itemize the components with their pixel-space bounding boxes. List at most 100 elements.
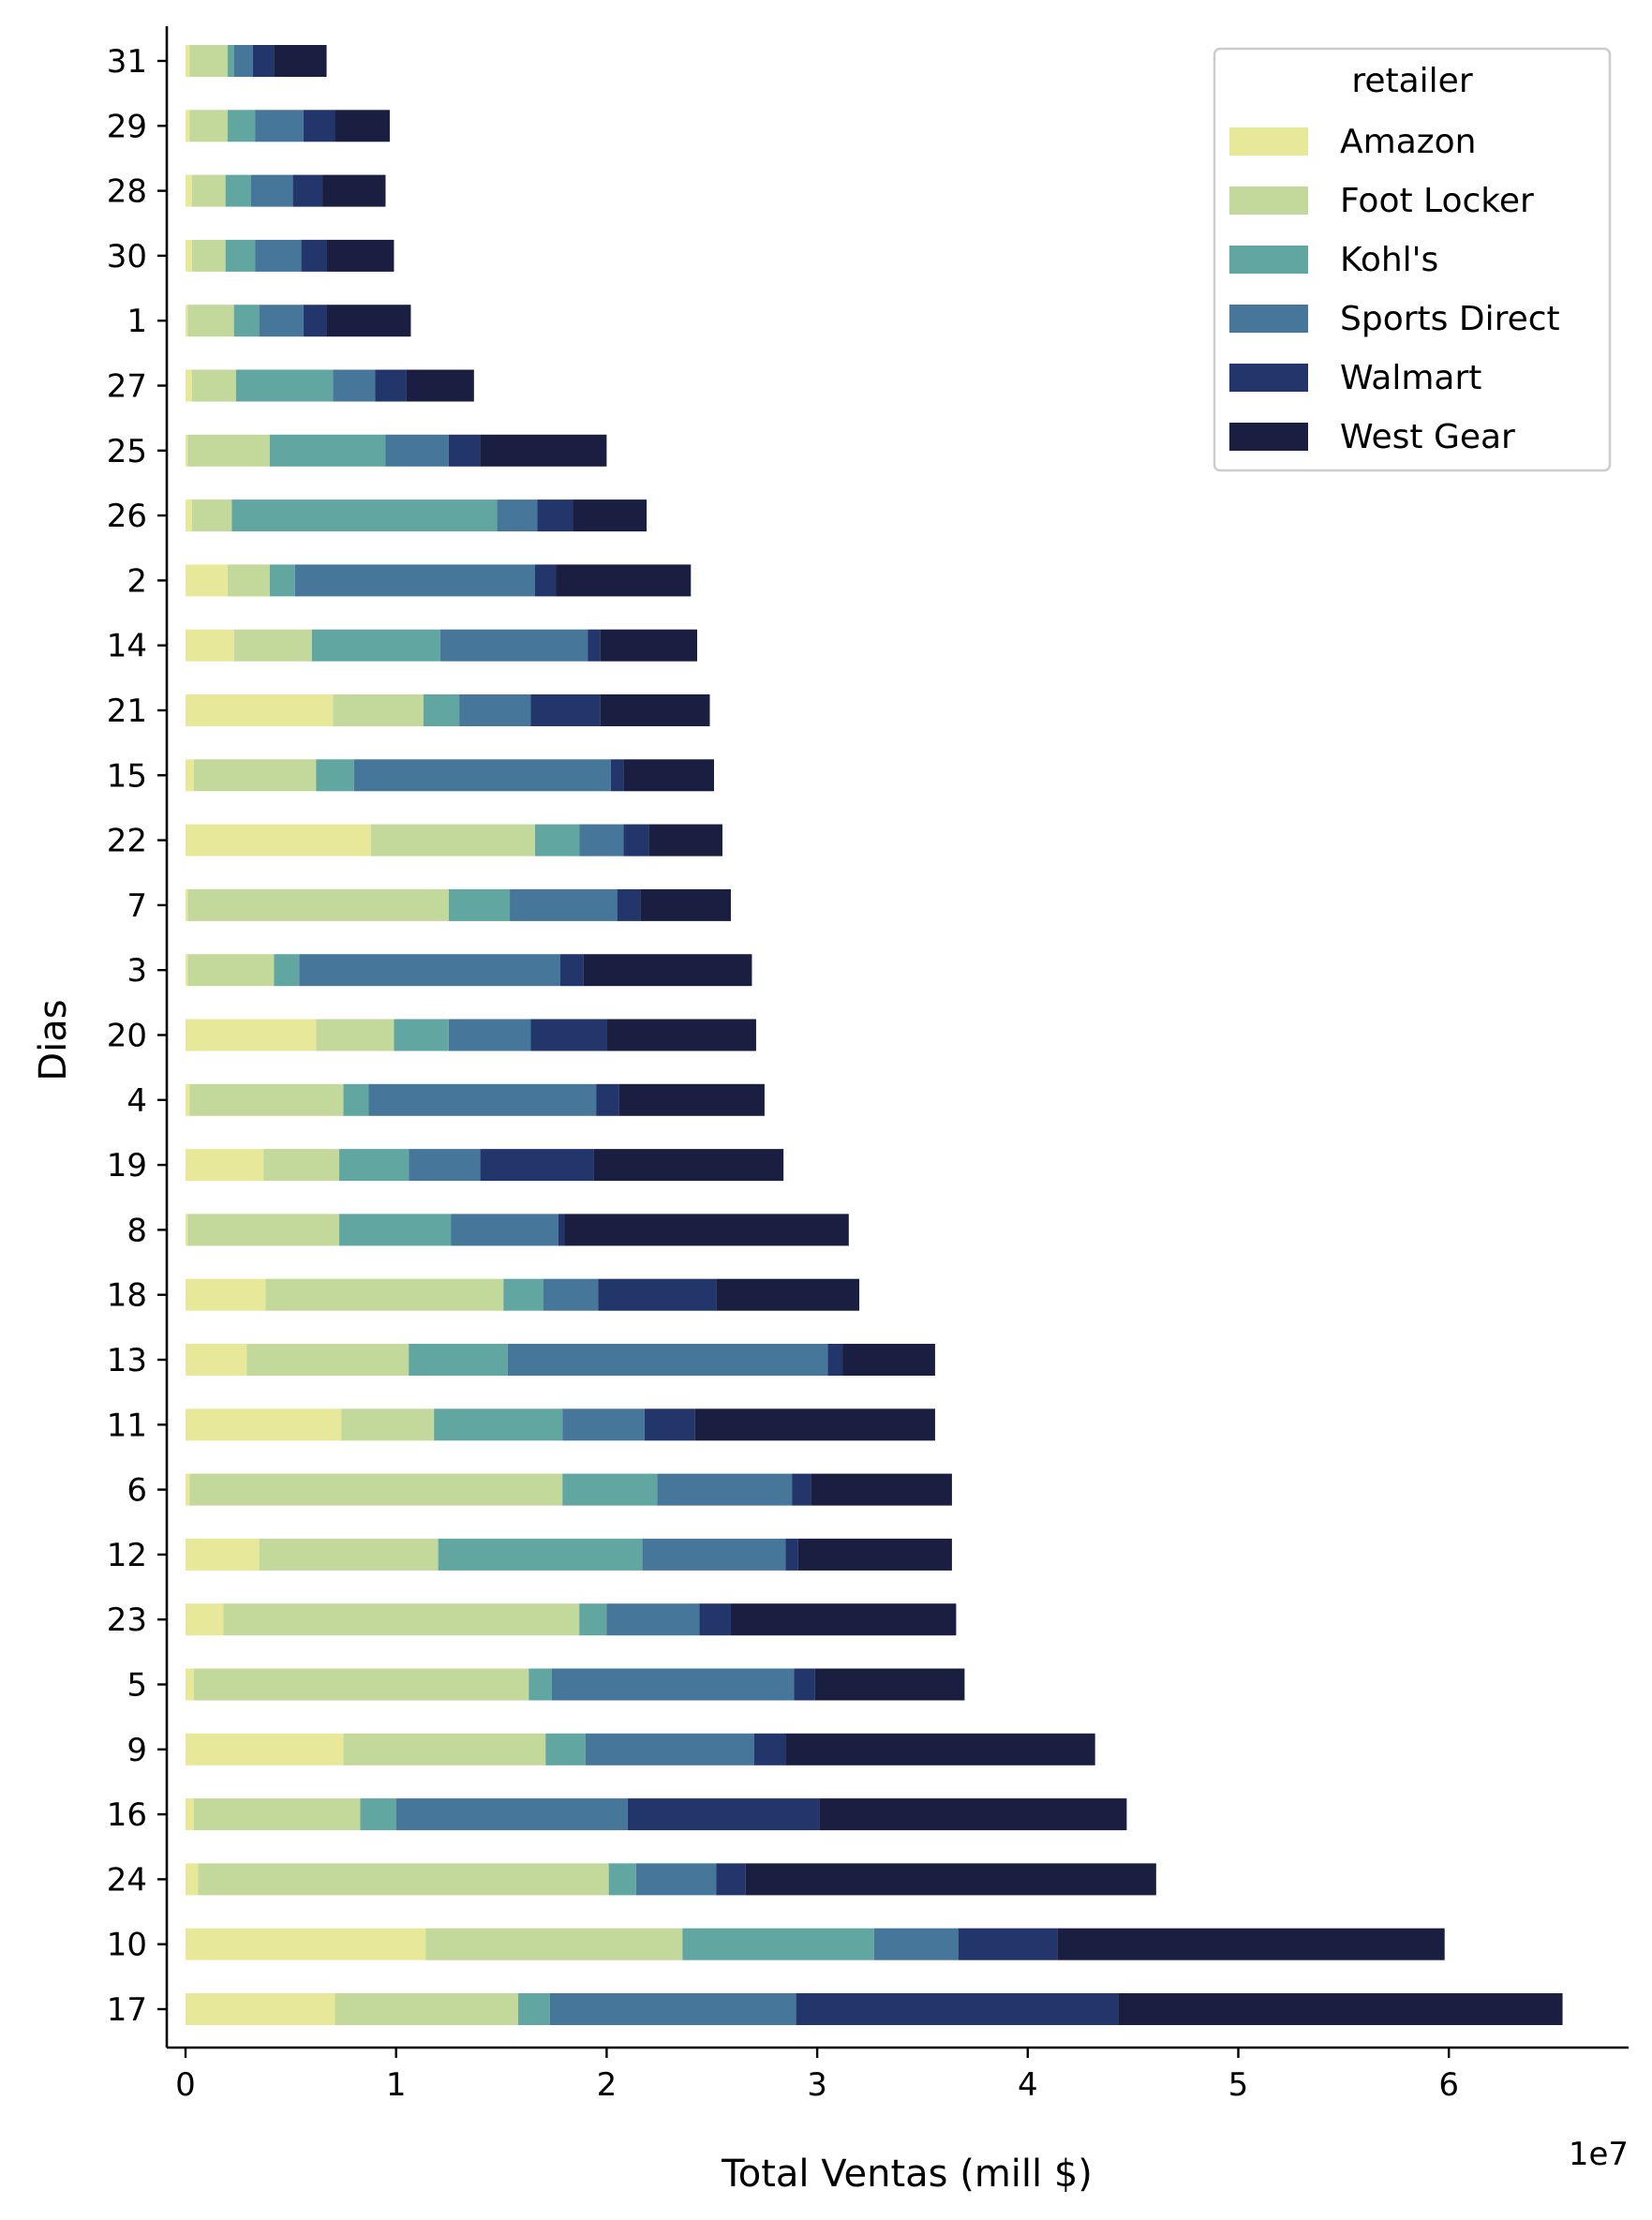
bar-day-17-west-gear <box>1118 1993 1563 2025</box>
bar-day-11-west-gear <box>694 1408 935 1441</box>
bar-day-22-amazon <box>186 824 371 857</box>
y-tick-label: 31 <box>107 43 147 81</box>
bar-day-20-west-gear <box>606 1019 756 1051</box>
bar-day-23-kohl-s <box>579 1603 607 1636</box>
bar-day-1-walmart <box>303 305 327 337</box>
bar-day-10-amazon <box>186 1928 426 1960</box>
bar-day-11-amazon <box>186 1408 342 1441</box>
bar-day-5-west-gear <box>814 1668 965 1701</box>
bar-day-9-sports-direct <box>585 1733 754 1766</box>
y-tick-label: 12 <box>107 1537 147 1574</box>
y-tick-label: 21 <box>107 693 147 730</box>
bar-day-13-amazon <box>186 1344 247 1376</box>
y-tick-label: 11 <box>107 1407 147 1444</box>
bar-day-4-foot-locker <box>189 1083 344 1116</box>
bar-day-3-walmart <box>559 954 584 987</box>
bar-day-18-kohl-s <box>503 1278 543 1311</box>
x-tick-label: 0 <box>175 2066 196 2104</box>
bar-day-14-kohl-s <box>311 629 440 662</box>
bar-day-17-sports-direct <box>549 1993 796 2025</box>
bar-day-25-west-gear <box>480 434 607 467</box>
y-tick-label: 1 <box>127 303 147 340</box>
y-tick-label: 22 <box>107 823 147 860</box>
x-ticks: 0 1 2 3 4 5 6 <box>175 2048 1459 2104</box>
bar-day-5-kohl-s <box>528 1668 552 1701</box>
y-tick-label: 19 <box>107 1147 147 1184</box>
bar-day-3-kohl-s <box>274 954 300 987</box>
bar-day-16-kohl-s <box>360 1798 396 1831</box>
x-axis-title: Total Ventas (mill $) <box>721 2153 1093 2196</box>
bar-day-15-walmart <box>610 759 624 792</box>
bar-day-21-walmart <box>530 694 601 726</box>
y-tick-label: 28 <box>107 173 147 211</box>
legend: retailer Amazon Foot Locker Kohl's Sports D… <box>1213 47 1612 472</box>
bar-day-8-west-gear <box>564 1214 849 1246</box>
bar-day-8-walmart <box>558 1214 565 1246</box>
bar-day-10-kohl-s <box>682 1928 874 1960</box>
bar-day-16-sports-direct <box>395 1798 628 1831</box>
bar-day-1-foot-locker <box>187 305 234 337</box>
bar-day-18-walmart <box>598 1278 717 1311</box>
bar-day-14-walmart <box>588 629 601 662</box>
bar-day-29-walmart <box>303 110 335 142</box>
bar-day-15-kohl-s <box>316 759 354 792</box>
bar-day-2-amazon <box>186 564 228 597</box>
bar-day-1-kohl-s <box>233 305 260 337</box>
bar-day-19-foot-locker <box>263 1149 340 1182</box>
bar-day-1-west-gear <box>326 305 411 337</box>
bar-day-25-kohl-s <box>269 434 386 467</box>
bar-day-23-west-gear <box>730 1603 957 1636</box>
y-tick-label: 16 <box>107 1796 147 1834</box>
bar-day-21-kohl-s <box>423 694 460 726</box>
bar-day-6-amazon <box>186 1473 190 1506</box>
bar-day-23-amazon <box>186 1603 224 1636</box>
bar-day-3-sports-direct <box>299 954 560 987</box>
bar-day-6-foot-locker <box>189 1473 563 1506</box>
bar-day-5-foot-locker <box>193 1668 529 1701</box>
bar-day-7-sports-direct <box>510 888 618 921</box>
bar-day-19-walmart <box>480 1149 594 1182</box>
bar-day-26-amazon <box>186 499 192 532</box>
bar-day-22-walmart <box>623 824 649 857</box>
bar-day-12-west-gear <box>797 1538 952 1571</box>
bar-day-21-foot-locker <box>333 694 424 726</box>
bar-day-14-amazon <box>186 629 234 662</box>
bar-day-12-sports-direct <box>642 1538 786 1571</box>
bar-day-19-amazon <box>186 1149 264 1182</box>
bar-day-27-west-gear <box>406 369 474 402</box>
bar-day-18-foot-locker <box>265 1278 504 1311</box>
bar-day-17-foot-locker <box>335 1993 519 2025</box>
bar-day-25-amazon <box>186 434 188 467</box>
bar-day-2-kohl-s <box>269 564 295 597</box>
bar-day-24-west-gear <box>745 1863 1156 1896</box>
bar-day-24-foot-locker <box>198 1863 609 1896</box>
bar-day-12-walmart <box>785 1538 798 1571</box>
bar-day-24-amazon <box>186 1863 199 1896</box>
bar-day-16-foot-locker <box>193 1798 361 1831</box>
bar-day-30-kohl-s <box>225 239 256 272</box>
bar-day-16-west-gear <box>819 1798 1127 1831</box>
bar-day-15-west-gear <box>623 759 714 792</box>
bar-day-2-foot-locker <box>227 564 270 597</box>
bar-day-10-walmart <box>958 1928 1058 1960</box>
bar-day-4-walmart <box>596 1083 619 1116</box>
bar-day-29-foot-locker <box>189 110 228 142</box>
bar-day-13-walmart <box>827 1344 843 1376</box>
bar-day-9-amazon <box>186 1733 344 1766</box>
bar-day-6-kohl-s <box>562 1473 658 1506</box>
bar-day-26-foot-locker <box>191 499 232 532</box>
y-tick-label: 15 <box>107 757 147 795</box>
bar-day-9-kohl-s <box>545 1733 586 1766</box>
legend-swatch <box>1229 186 1308 215</box>
bar-day-19-sports-direct <box>409 1149 481 1182</box>
bar-day-2-sports-direct <box>294 564 535 597</box>
bar-day-13-west-gear <box>842 1344 935 1376</box>
bar-day-10-sports-direct <box>873 1928 959 1960</box>
y-tick-label: 10 <box>107 1927 147 1964</box>
y-tick-label: 23 <box>107 1602 147 1639</box>
x-tick-label: 2 <box>597 2066 618 2104</box>
bar-day-2-west-gear <box>556 564 692 597</box>
legend-label: Kohl's <box>1340 241 1438 279</box>
bar-day-30-amazon <box>186 239 192 272</box>
